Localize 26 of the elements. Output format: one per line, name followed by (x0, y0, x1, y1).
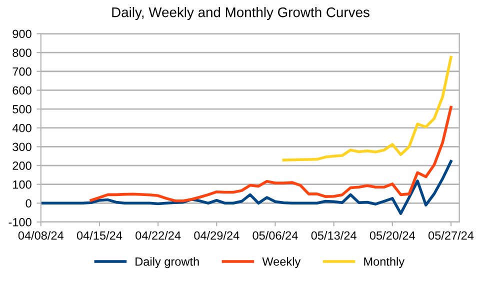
y-tick-label: 0 (26, 199, 32, 208)
line-series (90, 106, 452, 202)
chart-title: Daily, Weekly and Monthly Growth Curves (112, 7, 370, 20)
line-series (282, 56, 452, 162)
x-tick-label: 04/15/24 (76, 231, 122, 240)
y-tick-label: 300 (12, 142, 32, 152)
y-tick-label: 400 (12, 124, 32, 132)
y-tick-label: 800 (12, 48, 32, 57)
x-tick-label: 05/06/24 (252, 231, 298, 240)
y-tick-label: 600 (12, 86, 32, 95)
x-tick-label: 05/13/24 (311, 231, 356, 240)
y-tick-label: 100 (13, 180, 32, 189)
y-tick-label: 900 (12, 30, 32, 38)
legend-label: Weekly (262, 257, 301, 268)
x-tick-label: 05/20/24 (370, 231, 416, 240)
legend-label: Daily growth (136, 257, 199, 268)
y-tick-label: -100 (8, 218, 32, 226)
x-tick-label: 04/08/24 (18, 231, 64, 240)
legend-label: Monthly (364, 257, 405, 268)
x-tick-label: 04/29/24 (194, 231, 240, 240)
y-tick-label: 500 (12, 105, 32, 114)
x-tick-label: 04/22/24 (136, 231, 181, 240)
line-series (40, 160, 452, 215)
y-tick-label: 700 (12, 67, 32, 76)
x-tick-label: 05/27/24 (428, 231, 474, 240)
y-tick-label: 200 (12, 162, 32, 170)
